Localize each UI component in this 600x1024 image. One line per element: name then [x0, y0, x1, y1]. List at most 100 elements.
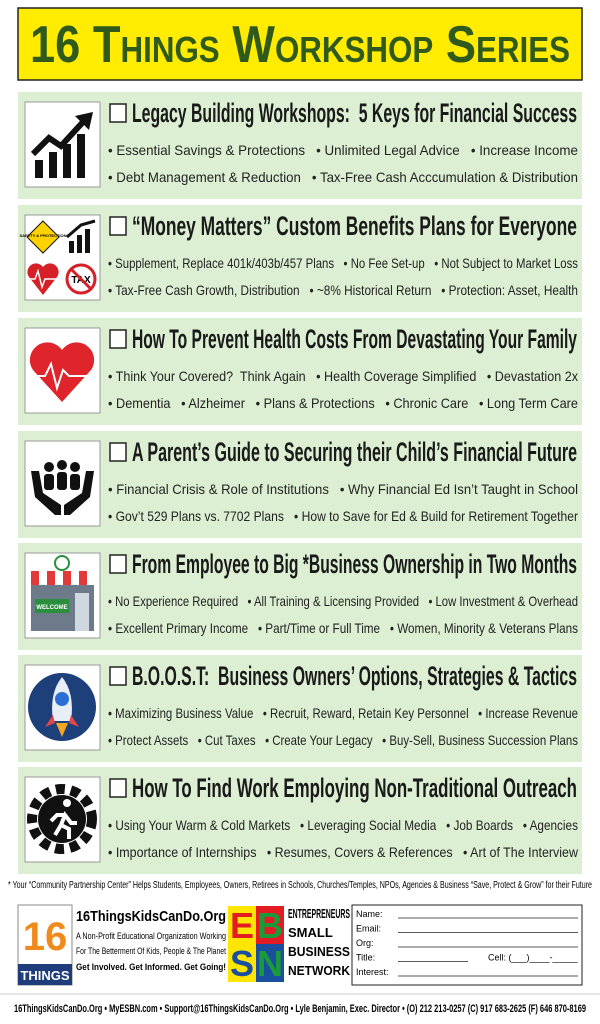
icons: SAFETY & PROTECTION TAX — [19, 101, 101, 863]
item: • Leveraging Social Media — [300, 817, 436, 833]
item: • Supplement, Replace 401k/403b/457 Plan… — [108, 255, 334, 271]
item-line: • Dementia • Alzheimer • Plans & Protect… — [108, 395, 578, 411]
org-logo-number: 16 — [23, 915, 68, 959]
checkbox — [109, 554, 127, 574]
ebsn-logo: E B S N — [228, 905, 284, 984]
item: • Increase Income — [471, 142, 578, 158]
item: • Protection: Asset, Health — [441, 282, 578, 298]
icon-heart — [24, 327, 101, 414]
org-tagline: A Non-Profit Educational Organization Wo… — [76, 931, 226, 941]
item-line: • Supplement, Replace 401k/403b/457 Plan… — [108, 255, 578, 271]
icon-rocket — [24, 664, 101, 751]
item-line: • Protect Assets • Cut Taxes • Create Yo… — [108, 732, 578, 748]
form: Name: Email: Org: Title: Interest: Cell: (___… — [356, 909, 579, 977]
item: • How to Save for Ed & Build for Retirem… — [294, 508, 578, 524]
item: • Increase Revenue — [478, 705, 578, 721]
item: • No Experience Required — [108, 593, 238, 609]
icon-shop: WELCOME — [24, 552, 101, 639]
item-line: • Maximizing Business Value • Recruit, R… — [108, 705, 578, 721]
item: • Tax-Free Cash Growth, Distribution — [108, 282, 300, 298]
ebsn-letter: B — [257, 905, 283, 946]
item: • Create Your Legacy — [265, 732, 373, 748]
item: • Maximizing Business Value — [108, 705, 253, 721]
item: • Health Coverage Simplified — [316, 368, 476, 384]
item: • Part/Time or Full Time — [258, 620, 380, 636]
checkbox — [109, 216, 127, 236]
ebsn-word: NETWORK — [288, 963, 351, 978]
item-line: • Tax-Free Cash Growth, Distribution • ~… — [108, 282, 578, 298]
org-tagline: For The Betterment Of Kids, People & The… — [76, 946, 226, 956]
checkbox — [109, 442, 127, 462]
item-line: • Using Your Warm & Cold Markets • Lever… — [108, 817, 578, 833]
icon-chart — [24, 101, 101, 188]
workshop-title: B.O.O.S.T: Business Owners’ Options, Str… — [132, 661, 577, 691]
checkbox — [109, 778, 127, 798]
item: • No Fee Set-up — [344, 255, 425, 271]
item: • Art of The Interview — [463, 844, 579, 860]
checkbox — [109, 329, 127, 349]
item-line: • Debt Management & Reduction • Tax-Free… — [108, 169, 578, 185]
title-box — [17, 7, 583, 81]
workshop-panel: Legacy Building Workshops: 5 Keys for Fi… — [18, 92, 582, 199]
org-logo-band — [18, 964, 72, 985]
workshop-panel: B.O.O.S.T: Business Owners’ Options, Str… — [18, 655, 582, 762]
item: • All Training & Licensing Provided — [248, 593, 420, 609]
item: • Dementia — [108, 395, 171, 411]
item: • Not Subject to Market Loss — [434, 255, 578, 271]
item: • Using Your Warm & Cold Markets — [108, 817, 290, 833]
form-label: Title: — [356, 953, 375, 963]
checkbox — [109, 103, 127, 123]
icon-benefits: SAFETY & PROTECTION TAX — [19, 214, 101, 301]
form-label: Org: — [356, 938, 374, 948]
workshop-panel: From Employee to Big *Business Ownership… — [18, 543, 582, 650]
form-label: Name: — [356, 909, 383, 919]
item: • Why Financial Ed Isn’t Taught in Schoo… — [340, 481, 578, 497]
workshop-title: How To Prevent Health Costs From Devasta… — [132, 324, 577, 354]
item: • Resumes, Covers & References — [267, 844, 453, 860]
item: • Women, Minority & Veterans Plans — [390, 620, 578, 636]
checkbox — [109, 666, 127, 686]
item-line: • Gov’t 529 Plans vs. 7702 Plans • How t… — [108, 508, 578, 524]
item: • Debt Management & Reduction — [108, 169, 301, 185]
ebsn-letter: S — [230, 943, 254, 984]
item: • Financial Crisis & Role of Institution… — [108, 481, 329, 497]
item: • ~8% Historical Return — [309, 282, 431, 298]
item-line: • Excellent Primary Income • Part/Time o… — [108, 620, 578, 636]
workshop-title: A Parent’s Guide to Securing their Child… — [132, 437, 577, 467]
workshop-panel: How To Prevent Health Costs From Devasta… — [18, 318, 582, 425]
item-line: • No Experience Required • All Training … — [108, 593, 578, 609]
ebsn-word: SMALL — [288, 925, 333, 940]
item: • Think Your Covered? Think Again — [108, 368, 306, 384]
item: • Alzheimer — [181, 395, 245, 411]
item: • Plans & Protections — [256, 395, 375, 411]
item-line: • Think Your Covered? Think Again • Heal… — [108, 368, 578, 384]
workshop-panel: “Money Matters” Custom Benefits Plans fo… — [18, 205, 582, 312]
item: • Devastation 2x — [487, 368, 578, 384]
item: • Unlimited Legal Advice — [316, 142, 460, 158]
item: • Recruit, Reward, Retain Key Personnel — [263, 705, 469, 721]
item: • Protect Assets — [108, 732, 188, 748]
icon-label: WELCOME — [36, 605, 67, 611]
form-label: Email: — [356, 924, 381, 934]
form-label: Interest: — [356, 967, 389, 977]
item: • Importance of Internships — [108, 844, 256, 860]
title: 16 Things Workshop Series — [30, 16, 570, 74]
item: • Long Term Care — [479, 395, 578, 411]
item: • Job Boards — [446, 817, 513, 833]
icon-family — [24, 440, 101, 527]
workshop-panel: A Parent’s Guide to Securing their Child… — [18, 431, 582, 538]
icon-label: SAFETY & PROTECTION — [19, 233, 66, 238]
item: • Agencies — [523, 817, 578, 833]
item: • Buy-Sell, Business Succession Plans — [382, 732, 578, 748]
ebsn-word: BUSINESS — [288, 944, 350, 959]
workshop-title: Legacy Building Workshops: 5 Keys for Fi… — [132, 98, 577, 128]
org-tagline: Get Involved. Get Informed. Get Going! — [76, 962, 226, 972]
footnote: * Your “Community Partnership Center” He… — [8, 880, 592, 891]
org-logo-word: THINGS — [20, 968, 69, 983]
workshop-panel: How To Find Work Employing Non-Tradition… — [18, 767, 582, 874]
ebsn-letter: E — [230, 905, 254, 946]
item-line: • Importance of Internships • Resumes, C… — [108, 844, 579, 860]
form-label: Cell: (___)____-_____ — [488, 953, 579, 963]
